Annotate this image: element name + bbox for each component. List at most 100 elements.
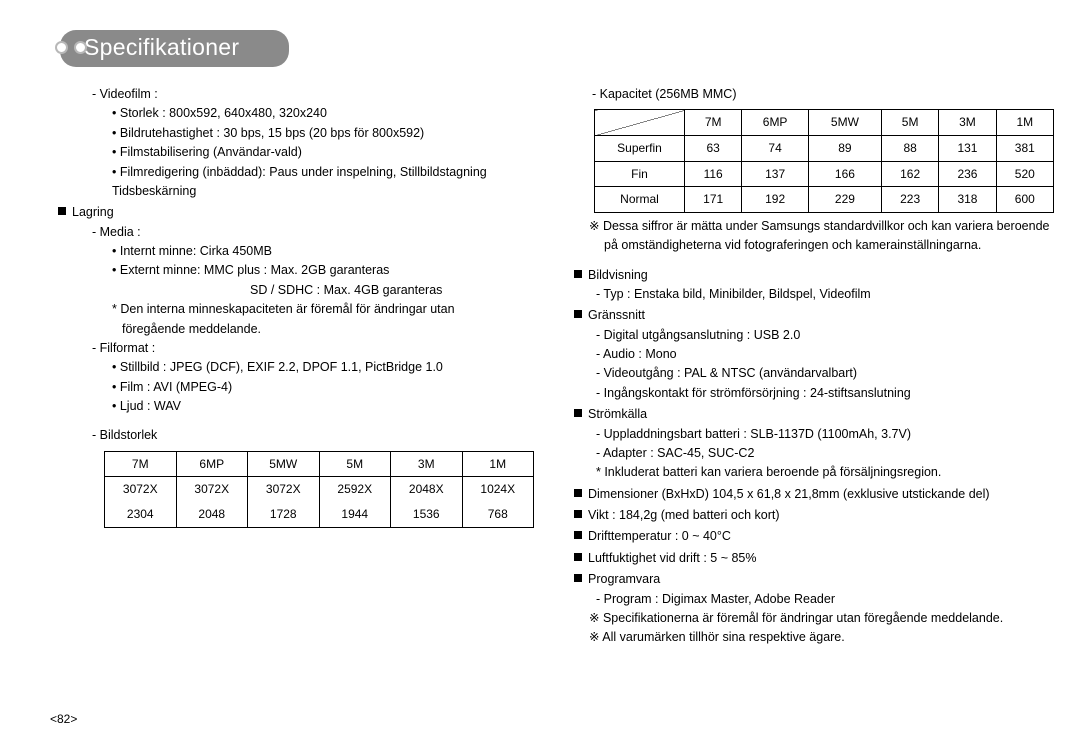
title-circle-icon: [55, 41, 68, 54]
square-bullet-icon: [574, 270, 582, 278]
audio-format: Ljud : WAV: [80, 397, 534, 416]
power-heading-text: Strömkälla: [588, 407, 647, 421]
title-text: Specifikationer: [84, 34, 239, 60]
table-cell: 88: [881, 135, 938, 161]
table-cell: 236: [939, 161, 996, 187]
table-cell: 89: [808, 135, 881, 161]
table-cell: 229: [808, 187, 881, 213]
external-memory-2: SD / SDHC : Max. 4GB garanteras: [80, 281, 534, 300]
table-cell: 6MP: [742, 110, 809, 136]
table-cell: 1728: [248, 502, 320, 527]
capacity-label: Kapacitet (256MB MMC): [574, 85, 1054, 104]
power-adapter: Adapter : SAC-45, SUC-C2: [574, 444, 1054, 463]
table-cell: Normal: [595, 187, 685, 213]
square-bullet-icon: [574, 409, 582, 417]
table-cell: 137: [742, 161, 809, 187]
software-heading: Programvara: [574, 570, 1054, 589]
table-cell: 3072X: [248, 477, 320, 502]
table-cell: 192: [742, 187, 809, 213]
videofilm-edit2: Tidsbeskärning: [80, 182, 534, 201]
table-cell: 381: [996, 135, 1053, 161]
table-cell: 520: [996, 161, 1053, 187]
table-row: 2304 2048 1728 1944 1536 768: [105, 502, 534, 527]
operating-temp: Drifttemperatur : 0 ~ 40°C: [574, 527, 1054, 546]
power-note: * Inkluderat batteri kan variera beroend…: [574, 463, 1054, 482]
memory-note-2: föregående meddelande.: [80, 320, 534, 339]
table-cell: 3072X: [105, 477, 177, 502]
image-size-label: Bildstorlek: [84, 426, 534, 445]
capacity-note: Dessa siffror är mätta under Samsungs st…: [574, 217, 1054, 236]
fileformat-label: Filformat :: [84, 339, 534, 358]
humidity-text: Luftfuktighet vid drift : 5 ~ 85%: [588, 551, 757, 565]
software-heading-text: Programvara: [588, 572, 660, 586]
title-wrap: Specifikationer: [60, 30, 1030, 67]
table-cell: 3M: [939, 110, 996, 136]
square-bullet-icon: [574, 510, 582, 518]
table-cell: 2048: [176, 502, 248, 527]
table-cell: 5M: [319, 451, 391, 477]
imageview-type: Typ : Enstaka bild, Minibilder, Bildspel…: [574, 285, 1054, 304]
media-label: Media :: [84, 223, 534, 242]
imageview-heading-text: Bildvisning: [588, 268, 648, 282]
imageview-heading: Bildvisning: [574, 266, 1054, 285]
table-row: Superfin 63 74 89 88 131 381: [595, 135, 1054, 161]
table-cell: 1024X: [462, 477, 534, 502]
disclaimer-1: Specifikationerna är föremål för ändring…: [574, 609, 1054, 628]
table-row: Fin 116 137 166 162 236 520: [595, 161, 1054, 187]
table-cell: 131: [939, 135, 996, 161]
table-cell: 116: [685, 161, 742, 187]
right-column: Kapacitet (256MB MMC) 7M 6MP 5MW 5M 3M 1…: [559, 85, 1074, 648]
capacity-table: 7M 6MP 5MW 5M 3M 1M Superfin 63 74 89 88…: [594, 109, 1054, 212]
table-cell-diag: [595, 110, 685, 136]
videofilm-stab: Filmstabilisering (Användar-vald): [80, 143, 534, 162]
table-cell: 7M: [105, 451, 177, 477]
table-cell: 223: [881, 187, 938, 213]
operating-temp-text: Drifttemperatur : 0 ~ 40°C: [588, 529, 731, 543]
table-cell: Superfin: [595, 135, 685, 161]
videofilm-label: Videofilm :: [84, 85, 534, 104]
content-columns: Videofilm : Storlek : 800x592, 640x480, …: [50, 85, 1030, 648]
square-bullet-icon: [574, 310, 582, 318]
table-cell: 5M: [881, 110, 938, 136]
external-memory: Externt minne: MMC plus : Max. 2GB garan…: [80, 261, 534, 280]
table-cell: 3072X: [176, 477, 248, 502]
table-cell: 1M: [996, 110, 1053, 136]
interface-usb: Digital utgångsanslutning : USB 2.0: [574, 326, 1054, 345]
spacer: [574, 256, 1054, 264]
dimensions-text: Dimensioner (BxHxD) 104,5 x 61,8 x 21,8m…: [588, 487, 990, 501]
square-bullet-icon: [574, 574, 582, 582]
interface-power: Ingångskontakt för strömförsörjning : 24…: [574, 384, 1054, 403]
power-battery: Uppladdningsbart batteri : SLB-1137D (11…: [574, 425, 1054, 444]
table-cell: 1M: [462, 451, 534, 477]
square-bullet-icon: [58, 207, 66, 215]
disclaimer-2: All varumärken tillhör sina respektive ä…: [574, 628, 1054, 647]
still-format: Stillbild : JPEG (DCF), EXIF 2.2, DPOF 1…: [80, 358, 534, 377]
interface-heading-text: Gränssnitt: [588, 308, 645, 322]
spacer: [80, 416, 534, 426]
weight-text: Vikt : 184,2g (med batteri och kort): [588, 508, 780, 522]
left-column: Videofilm : Storlek : 800x592, 640x480, …: [50, 85, 549, 648]
table-cell: 63: [685, 135, 742, 161]
image-size-table: 7M 6MP 5MW 5M 3M 1M 3072X 3072X 3072X 25…: [104, 451, 534, 528]
page-title: Specifikationer: [60, 30, 289, 67]
table-cell: 318: [939, 187, 996, 213]
table-cell: 3M: [391, 451, 463, 477]
page: Specifikationer Videofilm : Storlek : 80…: [0, 0, 1080, 746]
interface-heading: Gränssnitt: [574, 306, 1054, 325]
table-cell: 74: [742, 135, 809, 161]
dimensions: Dimensioner (BxHxD) 104,5 x 61,8 x 21,8m…: [574, 485, 1054, 504]
square-bullet-icon: [574, 553, 582, 561]
table-cell: 5MW: [808, 110, 881, 136]
storage-heading: Lagring: [58, 203, 534, 222]
memory-note: Den interna minneskapaciteten är föremål…: [80, 300, 534, 319]
table-cell: 7M: [685, 110, 742, 136]
square-bullet-icon: [574, 531, 582, 539]
table-cell: 768: [462, 502, 534, 527]
videofilm-size: Storlek : 800x592, 640x480, 320x240: [80, 104, 534, 123]
page-number: <82>: [50, 712, 77, 726]
software-program: Program : Digimax Master, Adobe Reader: [574, 590, 1054, 609]
table-row: 7M 6MP 5MW 5M 3M 1M: [105, 451, 534, 477]
interface-video: Videoutgång : PAL & NTSC (användarvalbar…: [574, 364, 1054, 383]
power-heading: Strömkälla: [574, 405, 1054, 424]
capacity-note-2: på omständigheterna vid fotograferingen …: [574, 236, 1054, 255]
